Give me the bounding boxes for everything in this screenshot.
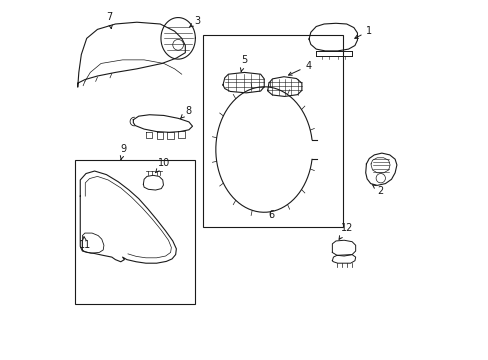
Text: 6: 6: [268, 210, 274, 220]
Text: 2: 2: [371, 185, 383, 195]
Text: 11: 11: [79, 237, 91, 250]
Text: 12: 12: [338, 223, 352, 239]
Text: 7: 7: [106, 12, 112, 28]
Text: 9: 9: [120, 144, 127, 159]
Text: 5: 5: [240, 55, 246, 71]
Bar: [203, 35, 343, 226]
Text: 1: 1: [354, 26, 372, 39]
Bar: [75, 160, 195, 304]
Text: 10: 10: [155, 158, 170, 173]
Text: 3: 3: [189, 16, 200, 27]
Text: 8: 8: [180, 105, 191, 118]
Text: 4: 4: [288, 61, 311, 75]
